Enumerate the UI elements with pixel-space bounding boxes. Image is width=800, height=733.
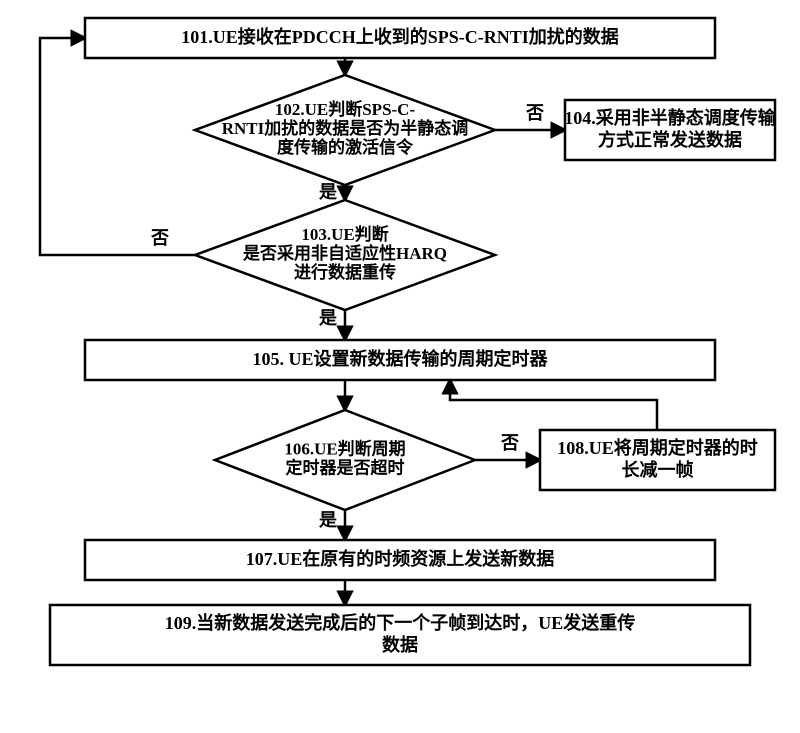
svg-text:108.UE将周期定时器的时: 108.UE将周期定时器的时 xyxy=(557,437,758,458)
n109: 109.当新数据发送完成后的下一个子帧到达时，UE发送重传数据 xyxy=(50,605,750,665)
n104: 104.采用非半静态调度传输方式正常发送数据 xyxy=(564,100,776,160)
l106_yes: 是 xyxy=(318,510,337,530)
l102_no: 否 xyxy=(525,103,544,123)
svg-text:101.UE接收在PDCCH上收到的SPS-C-RNTI加扰: 101.UE接收在PDCCH上收到的SPS-C-RNTI加扰的数据 xyxy=(181,26,619,47)
svg-text:102.UE判断SPS-C-: 102.UE判断SPS-C- xyxy=(275,99,416,119)
l106_no: 否 xyxy=(500,433,519,453)
svg-text:进行数据重传: 进行数据重传 xyxy=(294,262,396,282)
n108: 108.UE将周期定时器的时长减一帧 xyxy=(540,430,775,490)
svg-text:104.采用非半静态调度传输: 104.采用非半静态调度传输 xyxy=(564,107,776,128)
svg-text:数据: 数据 xyxy=(382,634,418,655)
n106: 106.UE判断周期定时器是否超时 xyxy=(215,410,475,510)
svg-text:是否采用非自适应性HARQ: 是否采用非自适应性HARQ xyxy=(243,243,447,263)
svg-text:105. UE设置新数据传输的周期定时器: 105. UE设置新数据传输的周期定时器 xyxy=(252,348,548,369)
l103_no: 否 xyxy=(150,228,169,248)
n101: 101.UE接收在PDCCH上收到的SPS-C-RNTI加扰的数据 xyxy=(85,18,715,58)
svg-text:方式正常发送数据: 方式正常发送数据 xyxy=(598,129,742,150)
n103: 103.UE判断是否采用非自适应性HARQ进行数据重传 xyxy=(195,200,495,310)
e103-101-loop xyxy=(40,38,195,255)
svg-text:107.UE在原有的时频资源上发送新数据: 107.UE在原有的时频资源上发送新数据 xyxy=(246,548,555,569)
n105: 105. UE设置新数据传输的周期定时器 xyxy=(85,340,715,380)
svg-text:106.UE判断周期: 106.UE判断周期 xyxy=(284,438,405,458)
svg-text:109.当新数据发送完成后的下一个子帧到达时，UE发送重传: 109.当新数据发送完成后的下一个子帧到达时，UE发送重传 xyxy=(165,612,636,633)
n102: 102.UE判断SPS-C-RNTI加扰的数据是否为半静态调度传输的激活信令 xyxy=(195,75,495,185)
l102_yes: 是 xyxy=(318,182,337,202)
n107: 107.UE在原有的时频资源上发送新数据 xyxy=(85,540,715,580)
svg-text:度传输的激活信令: 度传输的激活信令 xyxy=(277,137,414,157)
nodes-layer: 101.UE接收在PDCCH上收到的SPS-C-RNTI加扰的数据 102.UE判… xyxy=(50,18,777,665)
svg-text:长减一帧: 长减一帧 xyxy=(622,459,694,480)
l103_yes: 是 xyxy=(318,308,337,328)
svg-text:定时器是否超时: 定时器是否超时 xyxy=(286,457,405,477)
svg-text:103.UE判断: 103.UE判断 xyxy=(301,224,388,244)
svg-text:RNTI加扰的数据是否为半静态调: RNTI加扰的数据是否为半静态调 xyxy=(222,118,469,138)
e108-105-loop xyxy=(450,380,657,430)
flowchart-svg: 101.UE接收在PDCCH上收到的SPS-C-RNTI加扰的数据 102.UE判… xyxy=(0,0,800,733)
